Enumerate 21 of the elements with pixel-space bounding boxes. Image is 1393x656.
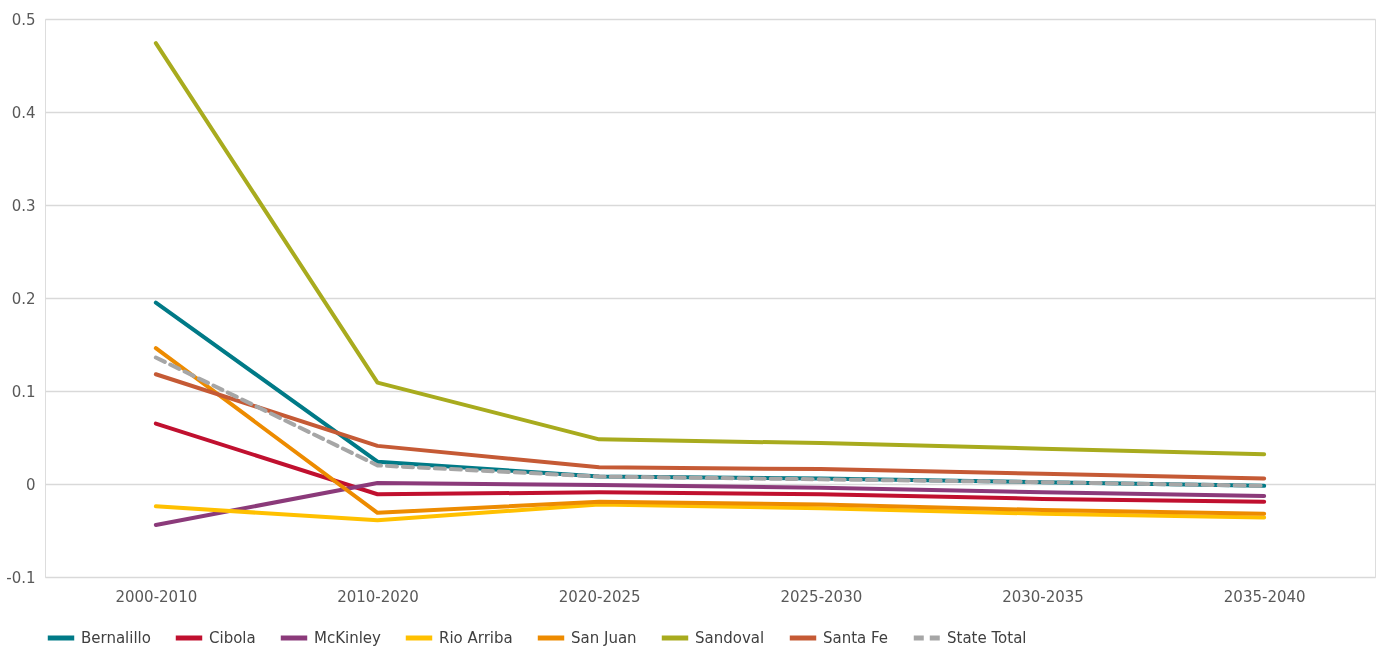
y-tick-label: 0.1 xyxy=(11,382,36,401)
y-tick-label: 0.5 xyxy=(11,10,36,29)
x-tick-label: 2000-2010 xyxy=(115,587,198,606)
legend-label: McKinley xyxy=(314,629,382,647)
legend-label: Bernalillo xyxy=(81,629,151,647)
legend-label: Rio Arriba xyxy=(439,629,513,647)
y-tick-label: -0.1 xyxy=(6,568,36,587)
legend-label: Cibola xyxy=(209,629,256,647)
y-tick-label: 0.4 xyxy=(11,103,36,122)
x-tick-label: 2010-2020 xyxy=(337,587,419,606)
y-tick-label: 0.2 xyxy=(11,289,36,308)
x-tick-label: 2030-2035 xyxy=(1002,587,1084,606)
y-tick-label: 0.3 xyxy=(11,196,36,215)
y-tick-label: 0 xyxy=(25,475,36,494)
x-tick-label: 2035-2040 xyxy=(1223,587,1306,606)
x-tick-label: 2025-2030 xyxy=(780,587,863,606)
legend-label: Sandoval xyxy=(695,629,765,647)
x-tick-label: 2020-2025 xyxy=(558,587,641,606)
legend-label: Santa Fe xyxy=(823,629,889,647)
legend-label: San Juan xyxy=(571,629,637,647)
legend-label: State Total xyxy=(947,629,1027,647)
